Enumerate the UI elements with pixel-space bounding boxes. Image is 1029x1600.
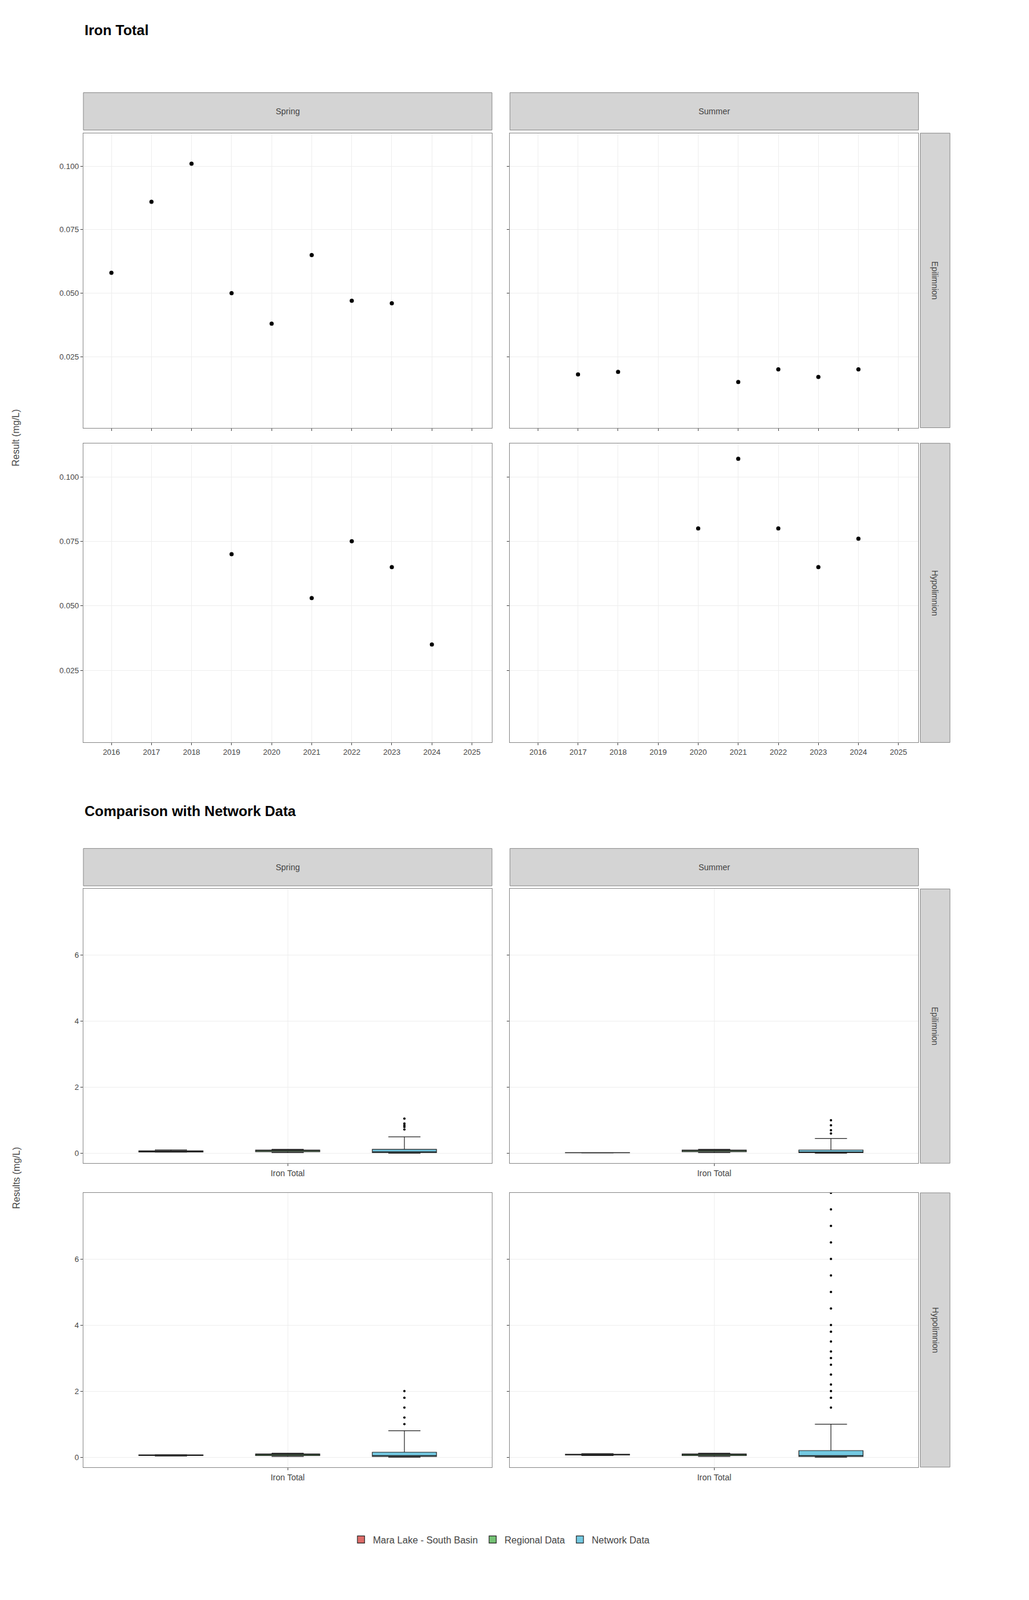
svg-text:0.025: 0.025 (59, 352, 80, 362)
svg-text:2016: 2016 (529, 747, 547, 757)
svg-text:0.100: 0.100 (59, 472, 80, 482)
svg-text:2020: 2020 (689, 747, 707, 757)
svg-text:2019: 2019 (649, 747, 667, 757)
svg-text:6: 6 (74, 1255, 79, 1265)
svg-text:Iron Total: Iron Total (697, 1168, 732, 1179)
svg-text:0.075: 0.075 (59, 537, 80, 547)
svg-text:Iron Total: Iron Total (84, 22, 149, 39)
svg-text:2023: 2023 (383, 747, 401, 757)
svg-text:Regional Data: Regional Data (504, 1535, 566, 1546)
svg-text:2019: 2019 (222, 747, 240, 757)
svg-text:0: 0 (74, 1453, 79, 1463)
svg-text:Summer: Summer (698, 862, 731, 873)
svg-text:Epilimnion: Epilimnion (930, 261, 940, 301)
svg-text:Spring: Spring (275, 862, 300, 873)
svg-text:2: 2 (74, 1387, 79, 1397)
svg-text:Summer: Summer (698, 106, 731, 117)
svg-text:2018: 2018 (609, 747, 627, 757)
svg-text:2022: 2022 (343, 747, 361, 757)
svg-text:Spring: Spring (275, 106, 300, 117)
svg-text:Hypolimnion: Hypolimnion (930, 1307, 941, 1354)
svg-text:0: 0 (74, 1149, 79, 1159)
svg-text:2025: 2025 (889, 747, 907, 757)
svg-text:Mara Lake - South Basin: Mara Lake - South Basin (372, 1535, 478, 1546)
svg-text:Result (mg/L): Result (mg/L) (10, 409, 21, 467)
svg-text:Network Data: Network Data (591, 1535, 650, 1546)
svg-text:0.025: 0.025 (59, 666, 80, 676)
svg-text:2018: 2018 (182, 747, 201, 757)
svg-text:6: 6 (74, 950, 79, 960)
svg-text:2022: 2022 (769, 747, 788, 757)
svg-text:2021: 2021 (729, 747, 747, 757)
svg-text:Iron Total: Iron Total (697, 1473, 732, 1483)
svg-text:Hypolimnion: Hypolimnion (930, 570, 940, 617)
svg-text:Iron Total: Iron Total (270, 1168, 305, 1179)
svg-text:2021: 2021 (303, 747, 321, 757)
svg-text:2: 2 (74, 1083, 79, 1093)
svg-text:4: 4 (74, 1017, 79, 1027)
svg-text:4: 4 (74, 1321, 79, 1331)
svg-text:0.100: 0.100 (59, 161, 80, 171)
svg-text:Iron Total: Iron Total (270, 1473, 305, 1483)
svg-text:2020: 2020 (263, 747, 281, 757)
svg-text:2017: 2017 (569, 747, 587, 757)
svg-text:Comparison with Network Data: Comparison with Network Data (84, 803, 296, 820)
svg-text:2024: 2024 (849, 747, 868, 757)
svg-text:2024: 2024 (423, 747, 441, 757)
svg-text:2017: 2017 (142, 747, 161, 757)
svg-text:2023: 2023 (809, 747, 828, 757)
svg-text:0.050: 0.050 (59, 288, 80, 298)
svg-text:2016: 2016 (103, 747, 121, 757)
svg-text:Epilimnion: Epilimnion (930, 1007, 940, 1047)
svg-text:0.050: 0.050 (59, 601, 80, 611)
svg-text:2025: 2025 (463, 747, 481, 757)
svg-text:0.075: 0.075 (59, 225, 80, 235)
svg-text:Results (mg/L): Results (mg/L) (11, 1147, 22, 1210)
